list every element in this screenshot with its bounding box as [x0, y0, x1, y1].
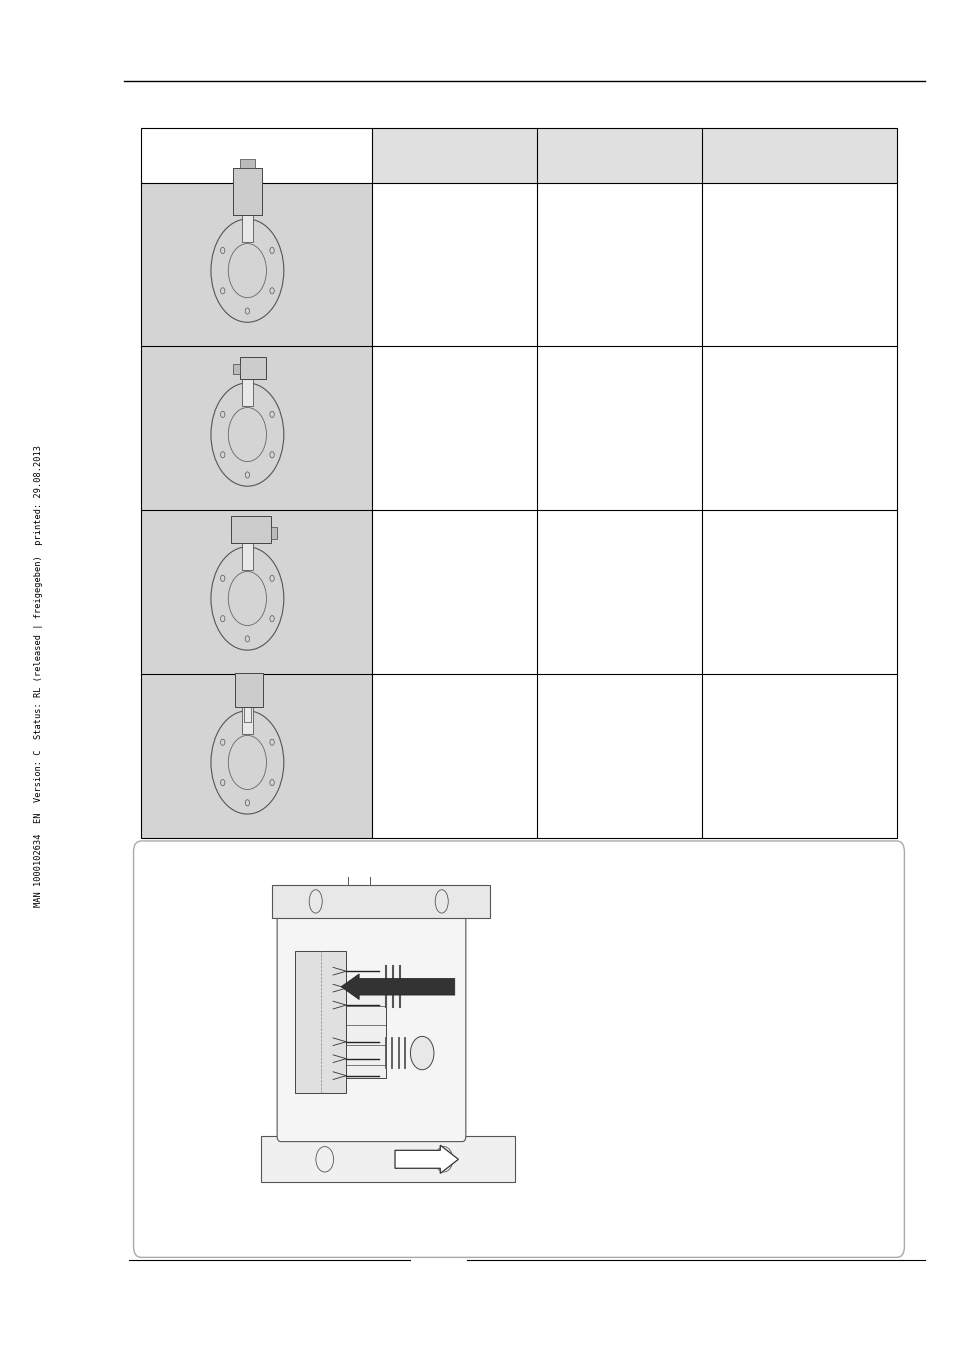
- FancyBboxPatch shape: [133, 841, 903, 1257]
- Bar: [141, 128, 896, 838]
- Bar: [242, 544, 253, 571]
- FancyArrow shape: [341, 973, 455, 999]
- Bar: [234, 672, 262, 707]
- Bar: [233, 364, 239, 375]
- Bar: [239, 158, 255, 169]
- Bar: [233, 169, 262, 215]
- Bar: [141, 511, 372, 675]
- Bar: [271, 527, 277, 539]
- Bar: [239, 357, 265, 379]
- Text: MAN 1000102634  EN  Version: C  Status: RL (released | freigegeben)  printed: 29: MAN 1000102634 EN Version: C Status: RL …: [33, 445, 43, 907]
- Bar: [141, 346, 372, 510]
- Bar: [242, 707, 253, 734]
- Bar: [141, 675, 372, 838]
- Circle shape: [410, 1037, 434, 1069]
- Bar: [242, 379, 253, 406]
- Bar: [272, 884, 489, 918]
- Bar: [372, 128, 896, 183]
- Bar: [141, 183, 372, 346]
- FancyBboxPatch shape: [276, 913, 465, 1141]
- Bar: [231, 516, 271, 544]
- Bar: [346, 988, 386, 1079]
- Bar: [295, 952, 346, 1092]
- Bar: [242, 215, 253, 242]
- Bar: [261, 1136, 515, 1183]
- FancyArrow shape: [395, 1145, 457, 1174]
